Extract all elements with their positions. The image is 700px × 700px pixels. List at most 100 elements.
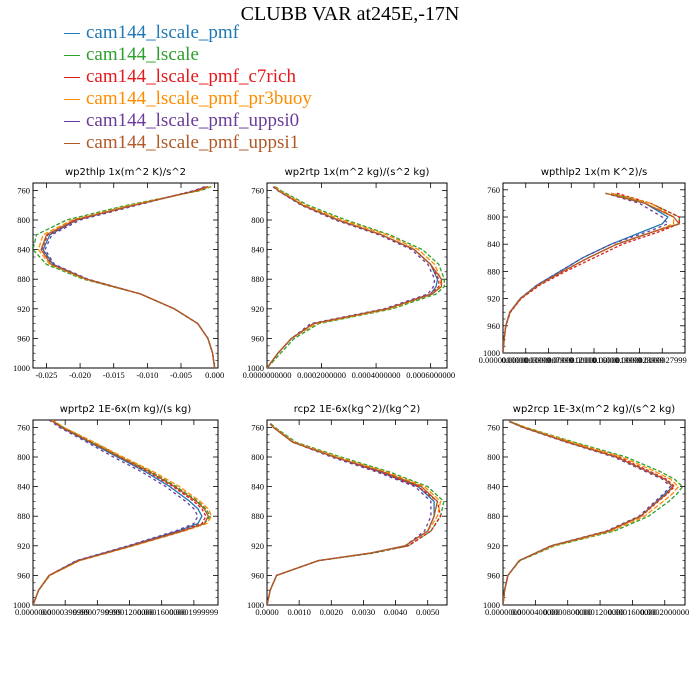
y-tick-label: 760 (487, 185, 500, 195)
panel-title: wp2rcp 1E-3x(m^2 kg)/(s^2 kg) (513, 404, 676, 415)
series-line (503, 192, 675, 353)
y-tick-label: 960 (251, 570, 264, 580)
x-tick-label: 0.0000012000 (547, 355, 596, 365)
x-tick-label: 0.0010 (287, 607, 310, 617)
x-tick-label: -0.010 (136, 370, 158, 380)
series-line (33, 420, 199, 605)
y-tick-label: 880 (251, 511, 264, 521)
x-tick-label: 0.0040 (384, 607, 407, 617)
series-line (267, 423, 435, 605)
series-line (33, 186, 216, 368)
series-line (33, 420, 213, 605)
legend-swatch (64, 54, 80, 56)
series-line (40, 186, 216, 368)
y-tick-label: 960 (251, 333, 264, 343)
y-tick-label: 760 (251, 185, 264, 195)
x-tick-label: 0.0000399999 (41, 607, 90, 617)
plot-frame (502, 182, 686, 354)
x-tick-label: 0.0000000 (485, 607, 521, 617)
x-tick-label: 0.0050 (416, 607, 439, 617)
series-line (267, 423, 439, 605)
legend-swatch (64, 142, 80, 144)
y-tick-label: 840 (17, 245, 30, 255)
y-tick-label: 760 (251, 422, 264, 432)
plot-frame (502, 419, 686, 606)
panel-title: wp2rtp 1x(m^2 kg)/(s^2 kg) (285, 167, 430, 178)
y-tick-label: 840 (251, 482, 264, 492)
series-line (33, 420, 211, 605)
x-tick-label: 0.0001200000 (576, 607, 625, 617)
y-tick-label: 920 (17, 304, 30, 314)
x-tick-label: -0.015 (103, 370, 125, 380)
y-tick-label: 800 (251, 452, 264, 462)
x-tick-label: 0.0000016000 (570, 355, 619, 365)
series-line (267, 423, 445, 605)
legend-entry: cam144_lscale_pmf_uppsi0 (64, 110, 312, 132)
x-tick-label: 0.0002000000 (640, 607, 689, 617)
series-line (503, 420, 674, 605)
y-tick-label: 920 (487, 294, 500, 304)
legend-swatch (64, 120, 80, 122)
legend-entry: cam144_lscale_pmf (64, 22, 312, 44)
series-line (40, 186, 216, 368)
x-tick-label: 0.0000003999 (501, 355, 550, 365)
series-line (267, 423, 442, 605)
x-tick-label: 0.0000000000 (243, 370, 292, 380)
y-tick-label: 760 (487, 422, 500, 432)
plot-frame (32, 182, 219, 369)
y-tick-label: 960 (487, 570, 500, 580)
legend-entry: cam144_lscale (64, 44, 312, 66)
y-tick-label: 960 (17, 333, 30, 343)
series-line (503, 420, 684, 605)
legend-swatch (64, 98, 80, 100)
figure-title: CLUBB VAR at245E,-17N (240, 3, 460, 25)
y-tick-label: 1000 (13, 600, 30, 610)
y-tick-label: 920 (251, 304, 264, 314)
y-tick-label: 760 (17, 422, 30, 432)
legend-entry: cam144_lscale_pmf_c7rich (64, 66, 312, 88)
legend-label: cam144_lscale_pmf_c7rich (86, 66, 296, 87)
y-tick-label: 880 (487, 266, 500, 276)
legend-label: cam144_lscale_pmf_uppsi0 (86, 110, 300, 131)
legend-swatch (64, 76, 80, 78)
y-tick-label: 800 (17, 215, 30, 225)
panel-title: wpthlp2 1x(m K^2)/s (541, 167, 647, 178)
series-line (503, 192, 680, 353)
y-tick-label: 760 (17, 185, 30, 195)
y-tick-label: 1000 (483, 600, 500, 610)
x-tick-label: 0.0000799999 (73, 607, 122, 617)
legend-label: cam144_lscale_pmf (86, 22, 240, 43)
series-line (503, 192, 680, 353)
legend-label: cam144_lscale (86, 44, 199, 65)
series-line (503, 420, 680, 605)
series-line (267, 423, 432, 605)
series-line (503, 420, 672, 605)
y-tick-label: 920 (251, 541, 264, 551)
legend-swatch (64, 32, 80, 34)
x-tick-label: 0.0000019999 (592, 355, 641, 365)
y-tick-label: 1000 (13, 363, 30, 373)
series-line (267, 186, 445, 368)
x-tick-label: 0.0001600000 (608, 607, 657, 617)
y-tick-label: 840 (487, 239, 500, 249)
y-tick-label: 800 (251, 215, 264, 225)
y-tick-label: 920 (17, 541, 30, 551)
y-tick-label: 1000 (247, 363, 264, 373)
y-tick-label: 800 (17, 452, 30, 462)
x-tick-label: -0.005 (170, 370, 192, 380)
series-line (267, 423, 442, 605)
series-line (33, 420, 203, 605)
series-line (33, 420, 207, 605)
x-tick-label: 0.0000000000 (479, 355, 528, 365)
series-line (33, 420, 210, 605)
panel-title: wprtp2 1E-6x(m kg)/(s kg) (60, 404, 192, 415)
panel-title: wp2thlp 1x(m^2 K)/s^2 (65, 167, 186, 178)
x-tick-label: 0.0004000000 (352, 370, 401, 380)
x-tick-label: 0.0006000000 (406, 370, 455, 380)
series-line (503, 192, 681, 353)
x-tick-label: 0.0000 (255, 607, 278, 617)
series-line (44, 186, 216, 368)
y-tick-label: 800 (487, 212, 500, 222)
x-tick-label: 0.0000000 (15, 607, 51, 617)
